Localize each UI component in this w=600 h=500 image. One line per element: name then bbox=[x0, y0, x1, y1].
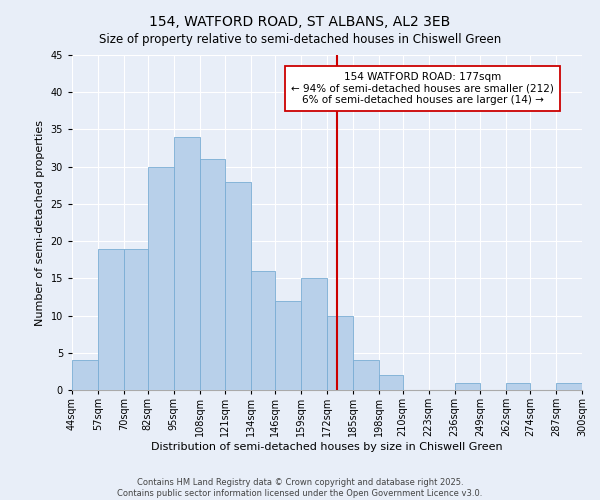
Text: Contains HM Land Registry data © Crown copyright and database right 2025.
Contai: Contains HM Land Registry data © Crown c… bbox=[118, 478, 482, 498]
Bar bbox=[148, 166, 173, 390]
Bar bbox=[353, 360, 379, 390]
Bar bbox=[506, 382, 530, 390]
Bar bbox=[251, 271, 275, 390]
Y-axis label: Number of semi-detached properties: Number of semi-detached properties bbox=[35, 120, 45, 326]
Bar bbox=[556, 382, 582, 390]
Bar bbox=[72, 360, 98, 390]
X-axis label: Distribution of semi-detached houses by size in Chiswell Green: Distribution of semi-detached houses by … bbox=[151, 442, 503, 452]
Bar bbox=[327, 316, 353, 390]
Bar bbox=[455, 382, 481, 390]
Bar bbox=[98, 248, 124, 390]
Text: Size of property relative to semi-detached houses in Chiswell Green: Size of property relative to semi-detach… bbox=[99, 32, 501, 46]
Bar bbox=[173, 137, 199, 390]
Bar bbox=[275, 300, 301, 390]
Bar bbox=[379, 375, 403, 390]
Bar bbox=[124, 248, 148, 390]
Bar bbox=[301, 278, 327, 390]
Text: 154 WATFORD ROAD: 177sqm
← 94% of semi-detached houses are smaller (212)
6% of s: 154 WATFORD ROAD: 177sqm ← 94% of semi-d… bbox=[291, 72, 554, 105]
Text: 154, WATFORD ROAD, ST ALBANS, AL2 3EB: 154, WATFORD ROAD, ST ALBANS, AL2 3EB bbox=[149, 15, 451, 29]
Bar bbox=[199, 159, 226, 390]
Bar bbox=[226, 182, 251, 390]
